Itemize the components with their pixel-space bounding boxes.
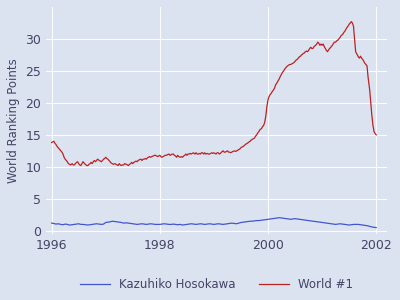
World #1 bbox=[158, 155, 163, 158]
Kazuhiko Hosokawa bbox=[65, 223, 70, 226]
Kazuhiko Hosokawa bbox=[49, 221, 54, 225]
Legend: Kazuhiko Hosokawa, World #1: Kazuhiko Hosokawa, World #1 bbox=[75, 274, 358, 296]
Kazuhiko Hosokawa bbox=[297, 218, 302, 221]
Kazuhiko Hosokawa bbox=[52, 222, 56, 225]
Kazuhiko Hosokawa bbox=[306, 219, 311, 222]
World #1 bbox=[99, 160, 104, 164]
World #1 bbox=[49, 141, 54, 144]
World #1 bbox=[78, 164, 83, 167]
World #1 bbox=[64, 159, 69, 162]
World #1 bbox=[349, 20, 354, 23]
Line: World #1: World #1 bbox=[52, 22, 376, 166]
Line: Kazuhiko Hosokawa: Kazuhiko Hosokawa bbox=[52, 218, 376, 228]
Kazuhiko Hosokawa bbox=[374, 226, 379, 230]
Kazuhiko Hosokawa bbox=[353, 223, 358, 226]
World #1 bbox=[374, 133, 379, 137]
Y-axis label: World Ranking Points: World Ranking Points bbox=[7, 58, 20, 183]
Kazuhiko Hosokawa bbox=[277, 216, 282, 220]
Kazuhiko Hosokawa bbox=[236, 221, 241, 225]
World #1 bbox=[306, 49, 311, 52]
World #1 bbox=[208, 152, 213, 155]
World #1 bbox=[52, 141, 57, 145]
